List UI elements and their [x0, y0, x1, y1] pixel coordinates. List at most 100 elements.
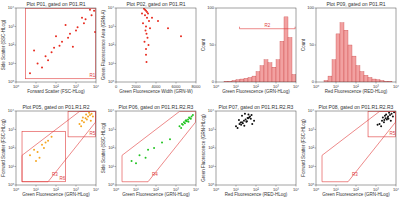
x-tick: [256, 185, 257, 187]
plot-frame: [116, 111, 196, 185]
point: [41, 144, 43, 146]
gate-region: [26, 8, 96, 78]
point: [145, 157, 147, 159]
x-tick-label: 10²: [53, 84, 59, 89]
plot-bg: [216, 8, 296, 82]
y-tick: [115, 166, 117, 167]
region-label: R5: [390, 131, 396, 136]
x-tick-label: 8000: [192, 84, 202, 89]
point: [143, 8, 145, 10]
y-tick-label: 10²: [108, 145, 114, 150]
y-tick-label: 10²: [108, 42, 114, 47]
region-label: R4: [152, 172, 158, 177]
x-tick: [296, 185, 297, 187]
x-tick: [216, 185, 217, 187]
point: [45, 55, 47, 57]
point: [153, 147, 155, 149]
bar: [260, 66, 264, 82]
y-tick-label: 10²: [308, 145, 314, 150]
region-label: R5: [90, 131, 96, 136]
x-tick: [356, 82, 357, 84]
point: [245, 121, 247, 123]
x-tick-label: 10³: [73, 84, 79, 89]
y-tick: [15, 148, 17, 149]
y-tick: [115, 129, 117, 130]
y-tick-label: 100: [207, 5, 214, 10]
bar: [340, 23, 344, 82]
panel: R3R5R610⁰10¹10²10³10⁴10⁰10¹10²10³10⁴Plot…: [1, 104, 100, 197]
point: [235, 125, 237, 127]
y-label: Forward Scatter (FSC-HLog): [301, 119, 306, 177]
point: [147, 37, 149, 39]
point: [80, 125, 82, 127]
y-tick: [15, 45, 17, 46]
labels: R3R510⁰10¹10²10³10⁴10⁰10¹10²10³10⁴Plot P…: [301, 104, 400, 197]
bar: [356, 66, 360, 82]
x-tick-label: 10⁴: [93, 187, 99, 192]
point: [47, 140, 49, 142]
x-tick-label: 10¹: [333, 84, 339, 89]
plot-frame: [216, 8, 296, 82]
y-tick-label: 10¹: [108, 164, 114, 169]
title: Plot P01, gated on P01.R1: [26, 1, 85, 7]
point: [43, 147, 45, 149]
panel: 10⁰10¹10²10³10⁴050100Plot P09, gated on …: [301, 1, 400, 94]
x-tick-label: 10¹: [333, 187, 339, 192]
point: [190, 118, 192, 120]
point: [246, 120, 248, 122]
point: [243, 125, 245, 127]
y-tick-label: 10³: [8, 24, 14, 29]
point: [253, 120, 255, 122]
x-tick-label: 10²: [253, 84, 259, 89]
point: [249, 116, 251, 118]
point: [69, 33, 71, 35]
x-tick-label: 10²: [353, 84, 359, 89]
y-tick: [115, 148, 117, 149]
point: [72, 46, 74, 48]
y-tick: [315, 129, 317, 130]
bar: [332, 60, 336, 82]
x-tick-label: 6000: [172, 84, 182, 89]
point: [145, 48, 147, 50]
figure: R110⁰10¹10²10³10⁴10⁰10¹10²10³10⁴Plot P01…: [0, 0, 400, 206]
x-label: Green Fluorescence Width (GRN-W): [119, 89, 193, 94]
point: [61, 41, 63, 43]
y-tick: [15, 129, 17, 130]
point: [59, 45, 61, 47]
y-tick: [115, 8, 117, 9]
point: [67, 37, 69, 39]
y-tick-label: 10¹: [308, 164, 314, 169]
x-tick-label: 10¹: [33, 84, 39, 89]
plot-bg: [316, 8, 396, 82]
point: [90, 120, 92, 122]
y-tick: [315, 148, 317, 149]
y-tick: [115, 82, 117, 83]
bar: [236, 80, 240, 82]
point: [187, 121, 189, 123]
bar: [252, 76, 256, 82]
x-tick-label: 10¹: [233, 187, 239, 192]
y-tick-label: 10³: [208, 127, 214, 132]
point: [381, 120, 383, 122]
point: [147, 149, 149, 151]
y-label: Side Scatter (SSC-HLog): [101, 122, 106, 173]
bar: [352, 56, 356, 82]
point: [388, 112, 390, 114]
y-tick: [215, 148, 217, 149]
y-tick: [315, 185, 317, 186]
y-tick-label: 10¹: [108, 61, 114, 66]
x-tick: [376, 185, 377, 187]
point: [37, 151, 39, 153]
region-label: R6: [60, 176, 66, 181]
point: [192, 114, 194, 116]
point: [79, 123, 81, 125]
point: [29, 72, 31, 74]
x-tick-label: 10¹: [33, 187, 39, 192]
point: [39, 157, 41, 159]
y-tick: [315, 8, 317, 9]
x-tick: [296, 82, 297, 84]
point: [81, 17, 83, 19]
title: Plot P02, gated on P01.R1: [126, 1, 185, 7]
x-tick-label: 0: [115, 84, 118, 89]
x-tick: [116, 185, 117, 187]
